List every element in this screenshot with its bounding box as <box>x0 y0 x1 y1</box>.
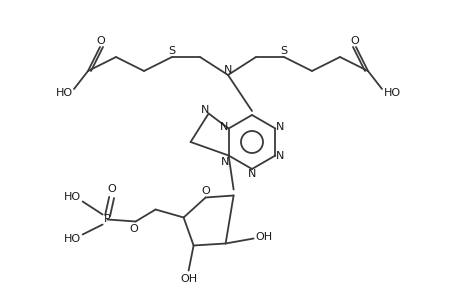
Text: N: N <box>247 169 256 179</box>
Text: O: O <box>96 36 105 46</box>
Text: O: O <box>201 185 210 196</box>
Text: N: N <box>275 122 284 131</box>
Text: N: N <box>275 151 284 160</box>
Text: O: O <box>350 36 358 46</box>
Text: HO: HO <box>64 193 81 202</box>
Text: N: N <box>224 65 232 75</box>
Text: P: P <box>104 214 111 224</box>
Text: S: S <box>280 46 287 56</box>
Text: O: O <box>129 224 138 235</box>
Text: S: S <box>168 46 175 56</box>
Text: OH: OH <box>254 232 272 242</box>
Text: HO: HO <box>56 88 73 98</box>
Text: O: O <box>107 184 116 194</box>
Text: HO: HO <box>383 88 400 98</box>
Text: OH: OH <box>179 274 197 284</box>
Text: N: N <box>200 104 208 115</box>
Text: N: N <box>219 122 227 131</box>
Text: N: N <box>220 157 228 166</box>
Text: HO: HO <box>64 235 81 244</box>
